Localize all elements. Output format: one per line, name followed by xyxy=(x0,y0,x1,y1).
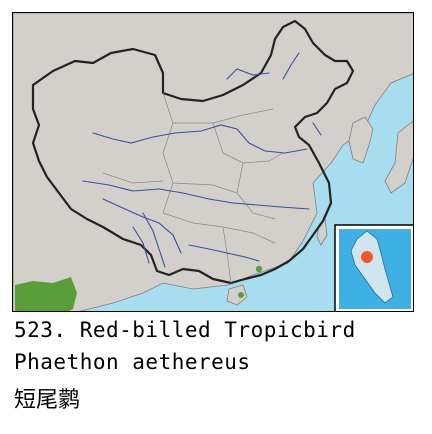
chinese-name: 短尾鹲 xyxy=(14,388,81,413)
range-map xyxy=(12,12,414,312)
scientific-name: Phaethon aethereus xyxy=(14,350,251,374)
range-area xyxy=(15,277,77,311)
neighbor-land xyxy=(13,13,413,311)
species-number-and-name: 523. Red-billed Tropicbird xyxy=(14,318,356,342)
internal-borders xyxy=(102,92,284,284)
china-map-svg xyxy=(13,13,413,311)
rivers xyxy=(82,52,322,268)
hainan-land xyxy=(226,284,248,306)
korea-land xyxy=(348,116,374,164)
record-dot xyxy=(361,251,373,263)
japan-land xyxy=(384,120,413,194)
coastal-range-marks xyxy=(238,265,263,298)
south-china-sea-inset xyxy=(334,224,413,311)
china-border xyxy=(31,19,355,285)
